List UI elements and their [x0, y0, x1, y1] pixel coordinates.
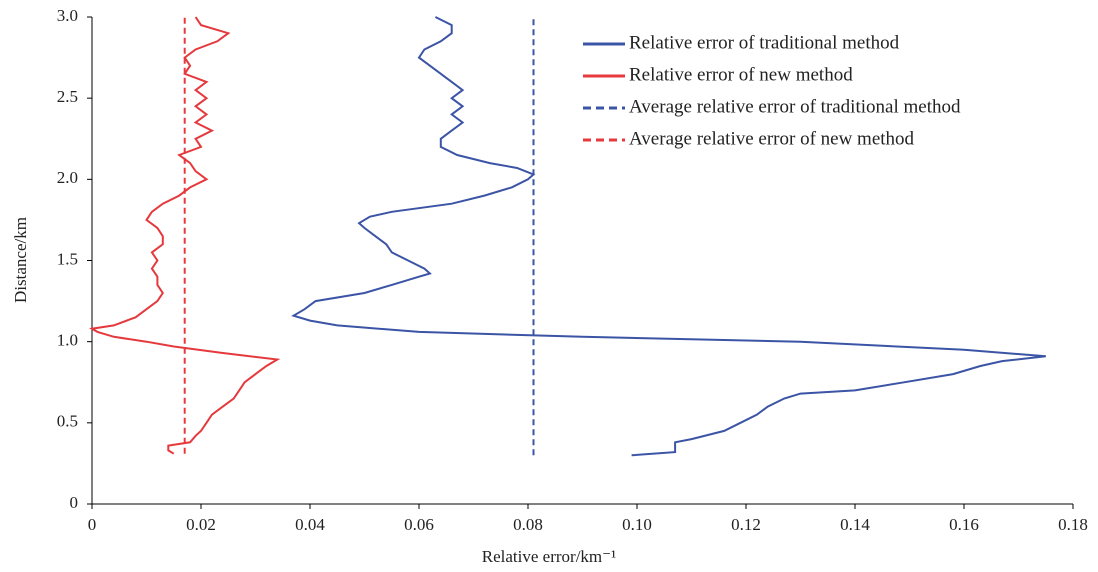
- x-tick-label: 0.04: [295, 515, 325, 534]
- y-tick-label: 0.5: [57, 412, 78, 431]
- x-tick-label: 0.06: [404, 515, 434, 534]
- x-tick-label: 0.12: [731, 515, 761, 534]
- y-axis-label: Distance/km: [11, 217, 30, 303]
- x-tick-label: 0.16: [949, 515, 979, 534]
- series-line: [89, 16, 281, 455]
- y-tick-label: 1.5: [57, 249, 78, 268]
- x-tick-label: 0.10: [622, 515, 652, 534]
- legend-label: Relative error of new method: [629, 64, 853, 85]
- x-tick-label: 0.02: [186, 515, 216, 534]
- y-tick-label: 2.0: [57, 168, 78, 187]
- y-tick-label: 0: [70, 493, 79, 512]
- legend-label: Average relative error of traditional me…: [629, 96, 961, 117]
- series-line: [291, 16, 1046, 457]
- y-tick-label: 3.0: [57, 6, 78, 25]
- x-tick-label: 0.14: [840, 515, 870, 534]
- x-axis-label: Relative error/km⁻¹: [482, 547, 616, 566]
- legend-label: Average relative error of new method: [629, 128, 915, 149]
- legend-label: Relative error of traditional method: [629, 32, 900, 53]
- x-tick-label: 0.18: [1058, 515, 1088, 534]
- x-tick-label: 0.08: [513, 515, 543, 534]
- y-tick-label: 1.0: [57, 331, 78, 350]
- y-tick-label: 2.5: [57, 87, 78, 106]
- x-tick-label: 0: [88, 515, 97, 534]
